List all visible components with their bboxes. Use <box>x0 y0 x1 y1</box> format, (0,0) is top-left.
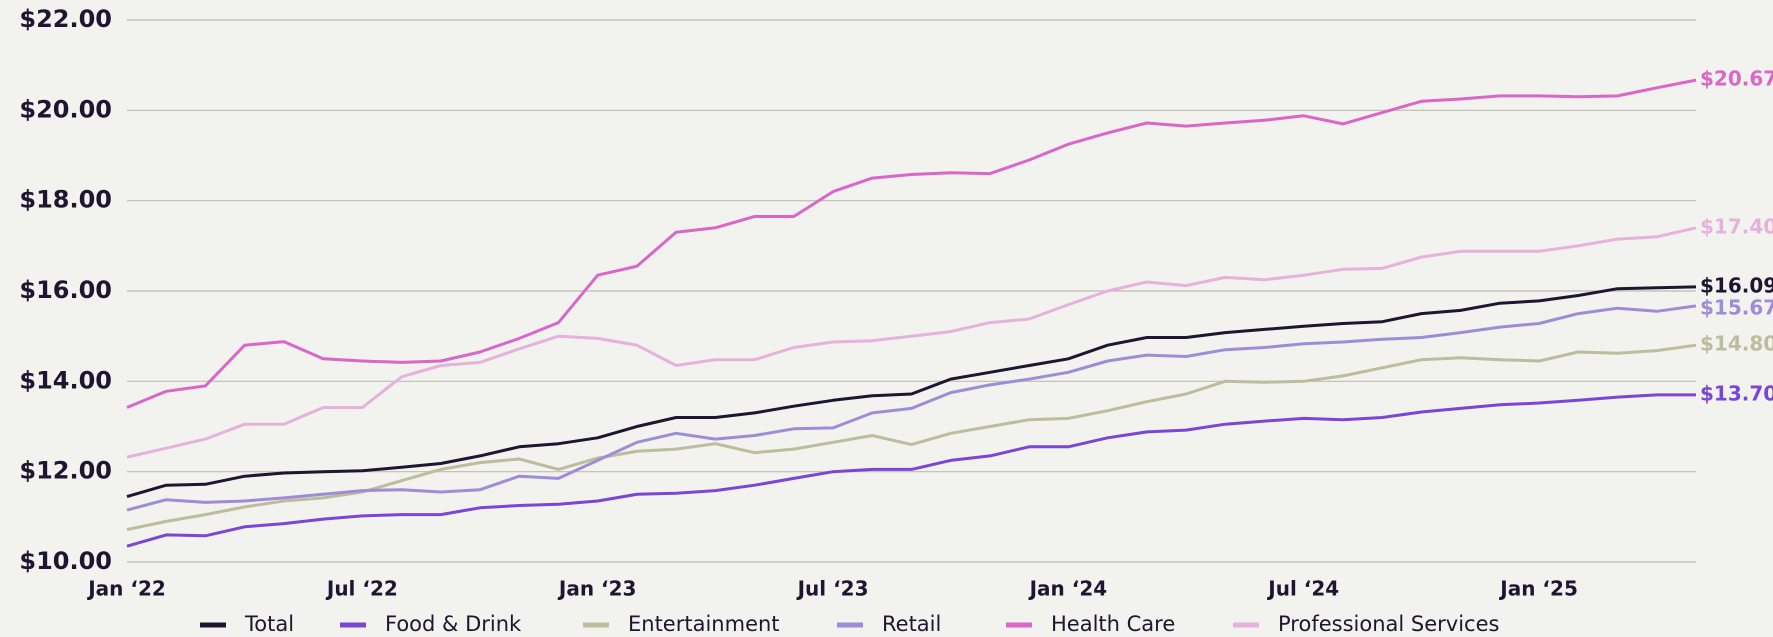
y-tick-label: $10.00 <box>19 547 112 575</box>
x-tick-label: Jan ‘22 <box>86 577 166 601</box>
y-tick-label: $20.00 <box>19 95 112 123</box>
end-label: $20.67 <box>1700 67 1773 91</box>
x-tick-label: Jan ‘25 <box>1498 577 1578 601</box>
end-label: $16.09 <box>1700 273 1773 297</box>
legend-label: Professional Services <box>1278 612 1499 636</box>
end-label: $14.80 <box>1700 332 1773 356</box>
series-line <box>126 304 1697 512</box>
end-label: $15.67 <box>1700 295 1773 319</box>
y-tick-label: $16.00 <box>19 276 112 304</box>
x-tick-label: Jul ‘22 <box>325 577 398 601</box>
series-line <box>126 343 1697 531</box>
legend-label: Food & Drink <box>385 612 522 636</box>
legend-label: Entertainment <box>628 612 780 636</box>
end-label: $13.70 <box>1700 381 1773 405</box>
x-tick-label: Jul ‘23 <box>796 577 869 601</box>
series-line <box>126 226 1697 459</box>
x-tick-label: Jul ‘24 <box>1266 577 1339 601</box>
x-tick-label: Jan ‘23 <box>557 577 637 601</box>
y-tick-label: $18.00 <box>19 186 112 214</box>
legend-label: Retail <box>882 612 941 636</box>
x-tick-label: Jan ‘24 <box>1028 577 1108 601</box>
series-line <box>126 78 1697 409</box>
series-line <box>126 393 1696 548</box>
y-tick-label: $14.00 <box>19 366 112 394</box>
series-line <box>126 285 1697 498</box>
legend-label: Total <box>244 612 294 636</box>
y-tick-label: $12.00 <box>19 457 112 485</box>
y-tick-label: $22.00 <box>19 5 112 33</box>
end-label: $17.40 <box>1700 214 1773 238</box>
legend-label: Health Care <box>1051 612 1175 636</box>
